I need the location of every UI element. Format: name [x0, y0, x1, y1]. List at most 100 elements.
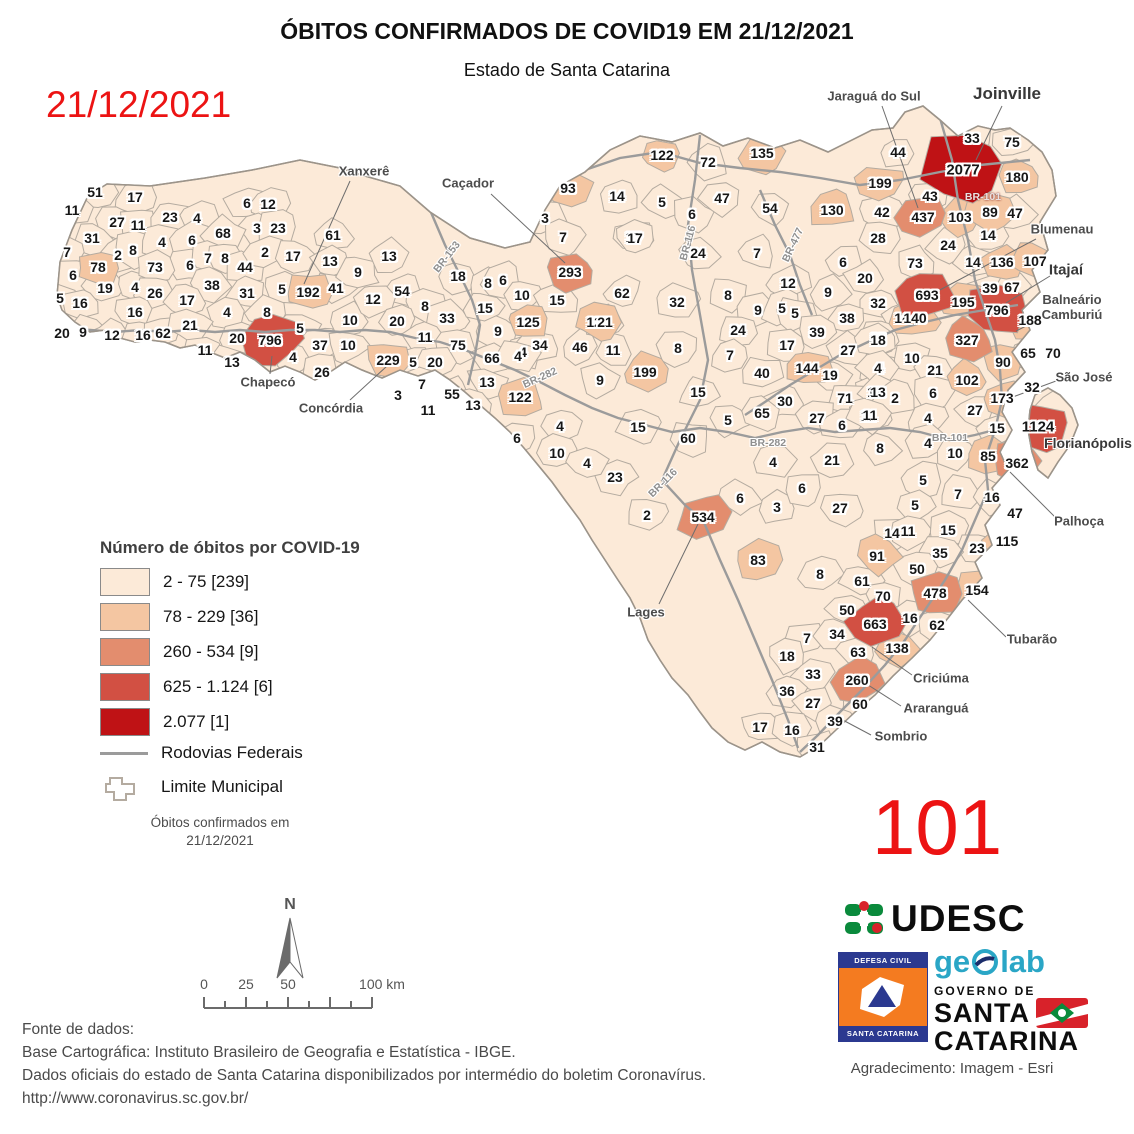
municipality-shape [842, 593, 907, 647]
municipality-shape [894, 273, 957, 321]
municipality-shape [62, 289, 99, 320]
municipality-death-count: 20 [389, 313, 405, 329]
municipality-shape [78, 251, 120, 284]
municipality-shape [274, 240, 317, 274]
municipality-shape [493, 340, 542, 373]
data-source-text: Fonte de dados: Base Cartográfica: Instit… [22, 1018, 706, 1110]
municipality-death-count: 16 [902, 610, 918, 626]
page-subtitle: Estado de Santa Catarina [463, 60, 671, 80]
municipality-shape [786, 351, 834, 384]
municipality-shape [900, 460, 942, 500]
municipality-death-count: 4 [223, 304, 231, 320]
municipality-death-count: 9 [754, 302, 762, 318]
municipality-death-count: 15 [630, 419, 646, 435]
governo-catarina-text: CATARINA [934, 1026, 1079, 1056]
defesa-civil-title: DEFESA CIVIL [839, 953, 927, 968]
municipality-death-count: 796 [985, 302, 1009, 318]
municipality-death-count: 23 [162, 209, 178, 225]
municipality-shape [853, 166, 905, 202]
municipality-death-count: 4 [131, 279, 139, 295]
municipality-death-count: 20 [54, 325, 70, 341]
municipality-death-count: 136 [990, 254, 1014, 270]
udesc-wordmark: UDESC [891, 898, 1026, 939]
municipality-death-count: 71 [837, 390, 853, 406]
sc-flag-icon [1036, 998, 1088, 1028]
municipality-shape [242, 235, 283, 269]
city-leader-line [967, 599, 1007, 638]
municipality-death-count: 55 [444, 386, 460, 402]
municipality-death-count: 66 [484, 350, 500, 366]
municipality-death-count: 4 [519, 344, 527, 360]
city-label: Concórdia [298, 400, 364, 416]
municipality-death-count: 534 [691, 509, 715, 525]
municipality-shape [890, 515, 933, 552]
city-label: Joinville [972, 84, 1042, 104]
municipality-death-count: 693 [915, 287, 939, 303]
municipality-shape [497, 376, 543, 417]
city-leader-line [269, 355, 273, 375]
legend-rows: 2 - 75 [239] 78 - 229 [36] 260 - 534 [9] 62… [100, 568, 430, 736]
municipality-death-count: 20 [427, 354, 443, 370]
city-label: Caçador [441, 175, 495, 191]
municipality-shape [546, 253, 593, 294]
legend-class-row: 625 - 1.124 [6] [100, 673, 430, 701]
legend-note: Óbitos confirmados em 21/12/2021 [150, 815, 290, 849]
municipality-death-count: 102 [955, 372, 979, 388]
municipality-death-count: 10 [947, 445, 963, 461]
scale-tick-label: 50 [280, 976, 296, 992]
municipality-death-count: 60 [680, 430, 696, 446]
municipality-death-count: 75 [450, 337, 466, 353]
municipality-death-count: 6 [838, 417, 846, 433]
municipality-death-count: 16 [784, 722, 800, 738]
municipality-death-count: 5 [56, 290, 64, 306]
defesa-civil-logo: DEFESA CIVIL SANTA CATARINA [838, 952, 928, 1042]
city-leader-line [1009, 380, 1057, 399]
highway-label: BR-282 [521, 365, 559, 391]
municipality-death-count: 27 [967, 402, 983, 418]
municipality-shape [827, 303, 865, 332]
highway-label: BR-101 [931, 432, 969, 444]
page-title: ÓBITOS CONFIRMADOS DE COVID19 EM 21/12/2… [280, 18, 854, 44]
municipality-death-count: 5 [778, 300, 786, 316]
municipality-death-count: 26 [314, 364, 330, 380]
municipality-death-count: 32 [1024, 379, 1040, 395]
municipality-death-count: 70 [1045, 345, 1061, 361]
municipality-death-count: 9 [354, 264, 362, 280]
municipality-death-count: 15 [477, 300, 493, 316]
municipality-shape [240, 313, 306, 367]
municipality-death-count: 70 [875, 588, 891, 604]
municipality-death-count: 2077 [946, 161, 980, 179]
municipality-death-count: 8 [674, 340, 682, 356]
city-label: Sombrio [874, 728, 928, 744]
municipality-death-count: 478 [923, 585, 947, 601]
north-arrow-right [289, 917, 304, 979]
municipality-shape [863, 432, 904, 467]
municipality-death-count: 122 [508, 389, 532, 405]
municipality-death-count: 21 [182, 317, 198, 333]
city-leader-line [1015, 317, 1043, 332]
highway-label: BR-116 [646, 466, 680, 500]
city-label: Xanxerê [338, 163, 390, 179]
municipality-death-count: 8 [263, 304, 271, 320]
municipality-death-count: 47 [714, 190, 730, 206]
city-leader-line [881, 105, 919, 209]
municipality-death-count: 3 [253, 220, 261, 236]
scale-tick-label: 100 km [359, 976, 405, 992]
municipality-death-count: 6 [929, 385, 937, 401]
city-label: Tubarão [1006, 631, 1058, 647]
municipality-death-count: 20 [229, 330, 245, 346]
municipality-death-count: 8 [221, 250, 229, 266]
municipality-death-count: 15 [940, 522, 956, 538]
city-leader-line [1005, 275, 1051, 304]
municipality-death-count: 7 [559, 229, 567, 245]
legend-roads-row: Rodovias Federais [100, 743, 430, 763]
municipality-shape [678, 376, 722, 407]
municipality-death-count: 6 [499, 272, 507, 288]
city-leader-line [838, 717, 872, 736]
municipality-death-count: 26 [147, 285, 163, 301]
municipality-death-count: 39 [809, 324, 825, 340]
municipality-death-count: 260 [845, 672, 869, 688]
municipality-shape [941, 474, 983, 510]
municipality-death-count: 11 [64, 202, 80, 218]
federal-highway [660, 134, 800, 749]
